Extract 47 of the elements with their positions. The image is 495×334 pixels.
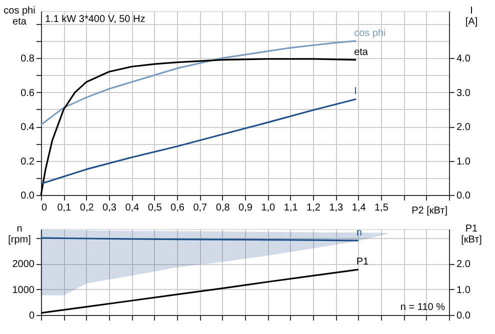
x-tick-label: 0,9: [238, 202, 253, 214]
x-tick-label: 1,0: [261, 202, 276, 214]
y2-tick-label: 2.0: [456, 122, 471, 134]
x-tick-label: 1,2: [306, 202, 321, 214]
y2-tick-label: 3.0: [456, 88, 471, 99]
y2-tick-label: 0.0: [456, 310, 471, 322]
y-tick-label: 0.0: [20, 190, 35, 202]
x-tick-label: 0,8: [216, 202, 230, 214]
y2-axis-title: I [A]: [465, 6, 478, 28]
y2-tick-label: 0.0: [456, 190, 471, 202]
x-tick-label: 0,4: [125, 202, 140, 214]
x-tick-label: 0,3: [102, 202, 117, 214]
y-tick-label: 0.6: [20, 88, 35, 99]
y-tick-label: 0.4: [20, 122, 35, 134]
y2-axis-title: P1 [кВт]: [461, 224, 482, 246]
y-tick-label: 0.8: [20, 54, 35, 65]
y2-tick-label: 4.0: [456, 54, 471, 65]
x-tick-label: 0: [42, 202, 48, 214]
x-tick-label: 0,6: [170, 202, 185, 214]
x-tick-label: 1,3: [329, 202, 344, 214]
y2-tick-label: 1.0: [456, 284, 471, 296]
x-axis-title: P2 [кВт]: [412, 206, 448, 216]
series-label: I: [354, 86, 357, 98]
y2-tick-label: 1.0: [456, 156, 471, 168]
x-tick-label: 1,5: [374, 202, 389, 214]
series-label: cos phi: [354, 28, 386, 39]
line-series: [40, 268, 360, 314]
y-axis-title: cos phi eta: [4, 6, 36, 28]
x-tick-label: 1,4: [352, 202, 366, 214]
line-series: [40, 98, 357, 185]
x-tick-label: 0,2: [80, 202, 94, 214]
y-axis-title: n [rpm]: [8, 224, 32, 246]
series-label: eta: [354, 46, 368, 58]
x-tick-label: 1,1: [284, 202, 298, 214]
x-tick-label: 0,1: [57, 202, 72, 214]
y-tick-label: 0.2: [20, 156, 35, 168]
y-tick-label: 1000: [12, 284, 35, 296]
y2-tick-label: 2.0: [456, 259, 471, 270]
y-tick-label: 2000: [12, 259, 35, 270]
x-tick-label: 0,5: [148, 202, 162, 214]
x-tick-label: 0,7: [193, 202, 208, 214]
y-tick-label: 0: [28, 310, 35, 322]
chart-title: 1.1 kW 3*400 V, 50 Hz: [45, 14, 146, 25]
series-label: P1: [356, 256, 370, 268]
line-series: [40, 58, 357, 196]
annotation: n = 110 %: [400, 302, 446, 313]
series-label: n: [356, 228, 362, 239]
